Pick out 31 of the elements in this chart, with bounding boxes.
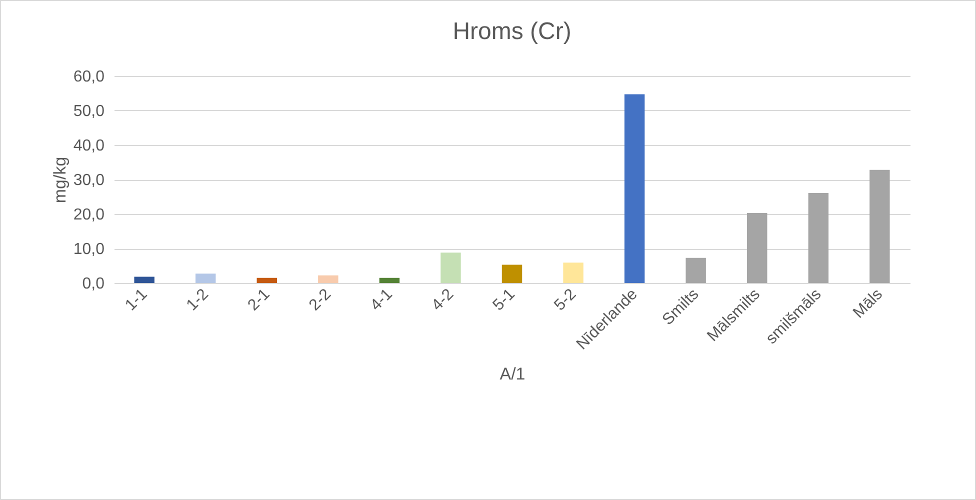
y-axis-title: mg/kg [50, 156, 70, 204]
x-tick-label: 4-1 [367, 286, 396, 314]
y-tick-label: 20,0 [73, 206, 105, 224]
y-tick-label: 0,0 [82, 276, 105, 292]
x-tick-label: 1-2 [184, 286, 212, 314]
x-tick-label: 5-1 [490, 286, 518, 314]
y-tick-label: 10,0 [73, 241, 105, 258]
y-tick-label: 40,0 [73, 138, 105, 154]
bar [318, 275, 338, 283]
bar [440, 252, 461, 283]
x-tick-label: 4-2 [428, 286, 458, 314]
bar [134, 276, 154, 283]
x-tick-label: 2-1 [244, 286, 274, 314]
bar [624, 94, 645, 283]
x-tick-label: 5-2 [551, 286, 580, 314]
bar [196, 274, 216, 283]
bar [870, 170, 890, 283]
bar [502, 264, 522, 283]
x-tick-label: 2-2 [306, 286, 335, 314]
y-tick-label: 30,0 [73, 172, 105, 189]
x-axis-title: A/1 [500, 364, 526, 384]
bar [563, 262, 584, 283]
bar [256, 278, 277, 283]
y-tick-label: 50,0 [73, 103, 105, 120]
chart-title: Hroms (Cr) [452, 18, 572, 45]
bar [379, 278, 400, 283]
y-tick-label: 60,0 [73, 68, 105, 86]
x-tick-label: 1-1 [122, 286, 151, 314]
bar [808, 192, 828, 283]
bar [747, 212, 768, 283]
bar [686, 258, 706, 283]
